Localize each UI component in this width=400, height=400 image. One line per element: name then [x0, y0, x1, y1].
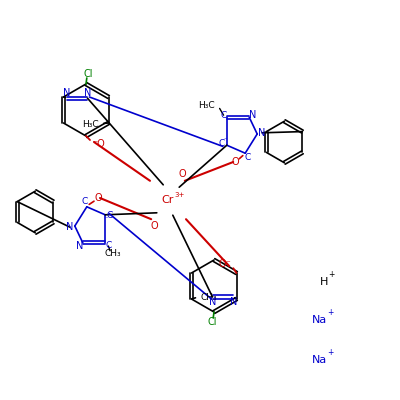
Text: H₃C: H₃C: [82, 120, 98, 129]
Text: CH₃: CH₃: [200, 292, 217, 302]
Text: N: N: [76, 241, 83, 251]
Text: N: N: [84, 88, 91, 98]
Text: ⁻: ⁻: [105, 217, 109, 222]
Text: C: C: [105, 242, 112, 250]
Text: Na: Na: [312, 315, 327, 325]
Text: O: O: [231, 157, 239, 167]
Text: Cl: Cl: [83, 69, 93, 79]
Text: N: N: [249, 110, 256, 120]
Text: +: +: [328, 270, 335, 279]
Text: Cl: Cl: [207, 317, 217, 327]
Text: O⁻: O⁻: [218, 259, 231, 269]
Text: +: +: [327, 308, 333, 317]
Text: C: C: [107, 212, 113, 220]
Text: ⁻O: ⁻O: [92, 139, 105, 149]
Text: Cr: Cr: [162, 195, 174, 205]
Text: O: O: [178, 169, 186, 179]
Text: H₃C: H₃C: [198, 101, 215, 110]
Text: +: +: [327, 348, 333, 357]
Text: O: O: [150, 221, 158, 231]
Text: ⁻: ⁻: [223, 137, 227, 143]
Text: N: N: [230, 297, 237, 307]
Text: C: C: [219, 140, 225, 148]
Text: 3+: 3+: [174, 192, 184, 198]
Text: N: N: [209, 297, 216, 307]
Text: N: N: [66, 222, 74, 232]
Text: H: H: [320, 277, 328, 287]
Text: O: O: [94, 193, 102, 203]
Text: CH₃: CH₃: [104, 250, 121, 258]
Text: C: C: [82, 198, 88, 206]
Text: N: N: [63, 88, 70, 98]
Text: Na: Na: [312, 355, 327, 365]
Text: N: N: [258, 128, 266, 138]
Text: C: C: [244, 154, 250, 162]
Text: C: C: [220, 111, 227, 120]
